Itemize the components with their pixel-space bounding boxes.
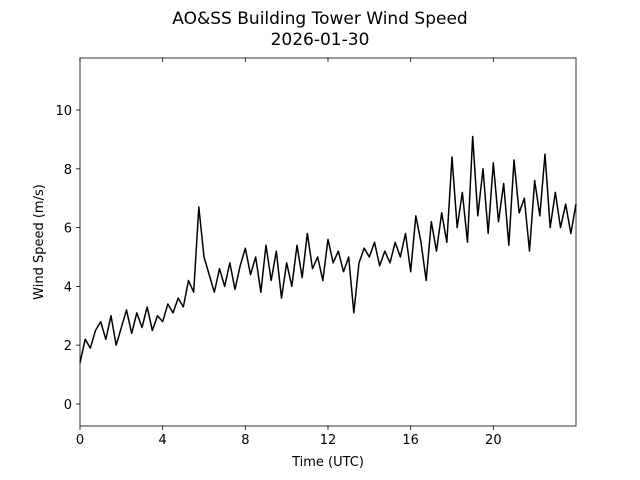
x-tick-label: 20 bbox=[485, 433, 502, 448]
x-tick-label: 8 bbox=[241, 433, 249, 448]
y-tick-label: 8 bbox=[64, 163, 72, 178]
y-axis-label: Wind Speed (m/s) bbox=[32, 184, 47, 300]
chart-title: AO&SS Building Tower Wind Speed bbox=[172, 9, 467, 29]
y-tick-label: 4 bbox=[64, 280, 72, 295]
y-tick-label: 2 bbox=[64, 339, 72, 354]
data-line bbox=[79, 135, 577, 363]
x-tick-label: 0 bbox=[76, 433, 84, 448]
x-tick-label: 4 bbox=[159, 433, 167, 448]
y-tick-label: 6 bbox=[64, 222, 72, 237]
chart-subtitle: 2026-01-30 bbox=[271, 30, 370, 50]
x-tick-label: 12 bbox=[320, 433, 337, 448]
y-tick-label: 10 bbox=[55, 104, 72, 119]
x-axis-label: Time (UTC) bbox=[291, 455, 364, 470]
y-tick-label: 0 bbox=[64, 398, 72, 413]
x-tick-label: 16 bbox=[402, 433, 419, 448]
plot-frame bbox=[79, 57, 577, 427]
